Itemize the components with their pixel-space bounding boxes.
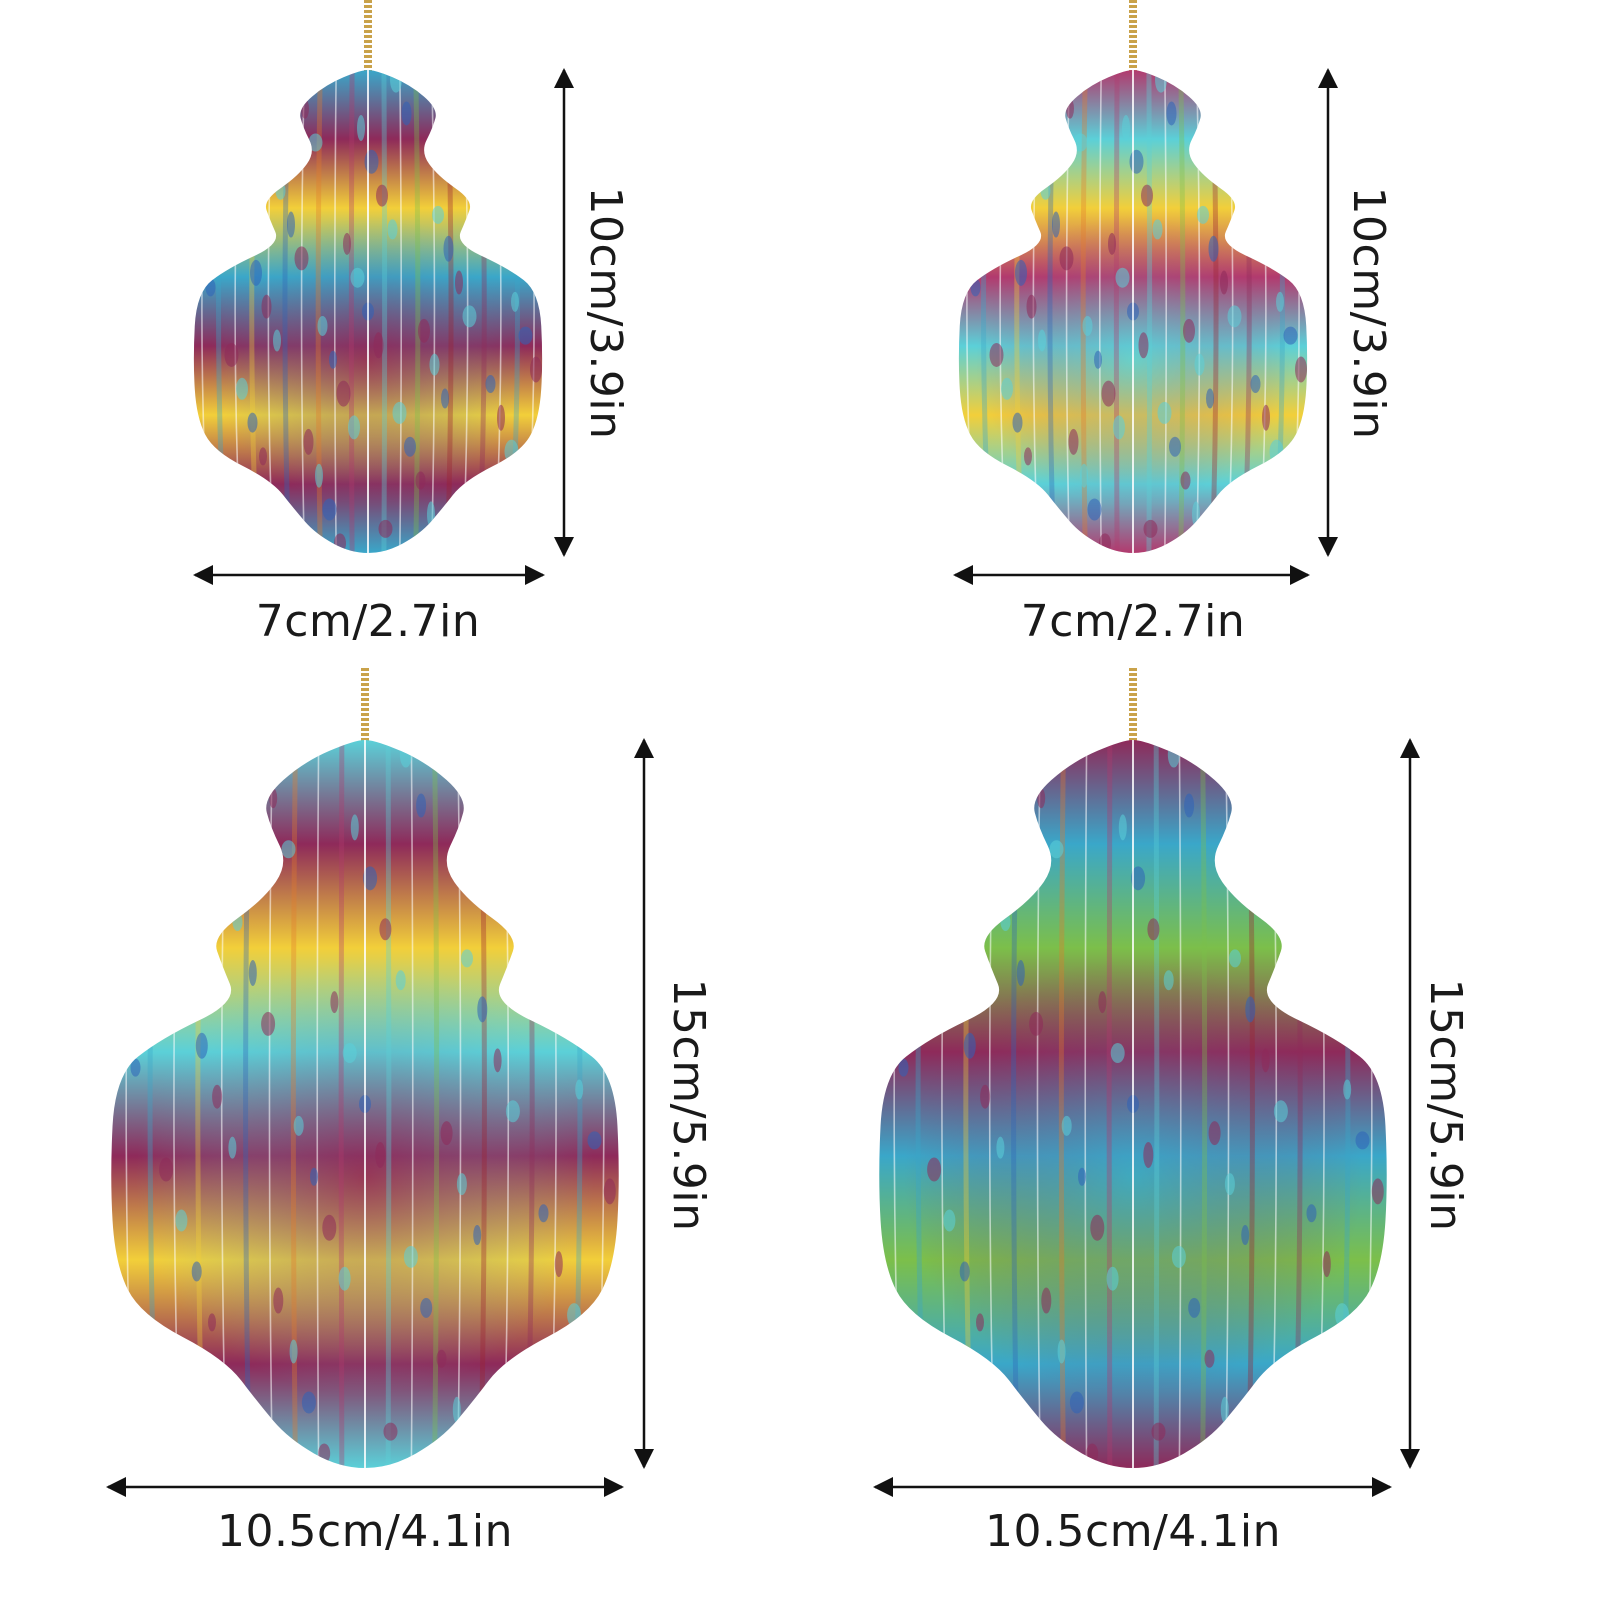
height-label-small-1: 10cm/3.9in [580, 186, 631, 440]
ornament-large-2 [879, 668, 1387, 1468]
height-label-large-2: 15cm/5.9in [1420, 978, 1471, 1232]
ornament-small-2 [958, 0, 1308, 553]
ornament-large-1 [111, 668, 619, 1468]
height-label-small-2: 10cm/3.9in [1343, 186, 1394, 440]
width-label-small-2: 7cm/2.7in [1020, 596, 1246, 647]
width-label-small-1: 7cm/2.7in [255, 596, 481, 647]
ornament-small-1 [193, 0, 543, 553]
height-label-large-1: 15cm/5.9in [663, 978, 714, 1232]
width-label-large-2: 10.5cm/4.1in [985, 1506, 1281, 1557]
width-label-large-1: 10.5cm/4.1in [217, 1506, 513, 1557]
